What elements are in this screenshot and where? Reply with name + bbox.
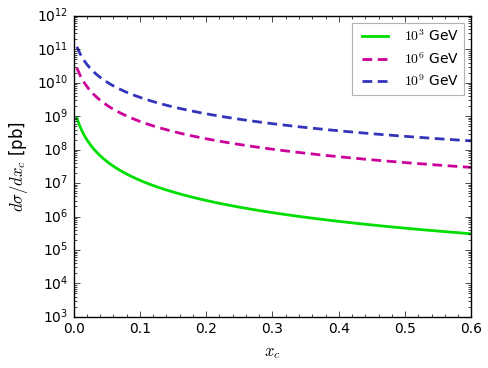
$10^6$ GeV [94,95,100,100]
$10^9$ GeV [468,139,473,143]
$10^9$ GeV [384,133,389,137]
$10^6$ GeV [265,146,271,151]
$10^9$ GeV [265,121,271,125]
Line: $10^3$ GeV: $10^3$ GeV [77,118,470,234]
$10^3$ GeV [384,224,389,229]
$10^6$ GeV [384,159,389,163]
$10^6$ GeV [468,165,473,170]
$10^6$ GeV [456,164,462,169]
$10^3$ GeV [94,151,100,155]
$10^6$ GeV [74,66,80,70]
$10^9$ GeV [94,72,100,77]
$10^3$ GeV [456,231,462,235]
$10^3$ GeV [255,208,261,213]
$10^3$ GeV [74,116,80,120]
$10^3$ GeV [456,231,462,235]
$10^3$ GeV [265,210,271,214]
Line: $10^9$ GeV: $10^9$ GeV [77,47,470,141]
X-axis label: $x_c$: $x_c$ [264,343,280,361]
$10^9$ GeV [255,120,261,124]
Y-axis label: $d\sigma/dx_c$ [pb]: $d\sigma/dx_c$ [pb] [7,121,30,212]
$10^6$ GeV [255,145,261,149]
$10^9$ GeV [456,138,462,142]
Legend: $10^3$ GeV, $10^6$ GeV, $10^9$ GeV: $10^3$ GeV, $10^6$ GeV, $10^9$ GeV [351,23,464,95]
$10^3$ GeV [468,231,473,236]
Line: $10^6$ GeV: $10^6$ GeV [77,68,470,167]
$10^9$ GeV [456,138,462,142]
$10^6$ GeV [456,164,462,169]
$10^9$ GeV [74,45,80,49]
